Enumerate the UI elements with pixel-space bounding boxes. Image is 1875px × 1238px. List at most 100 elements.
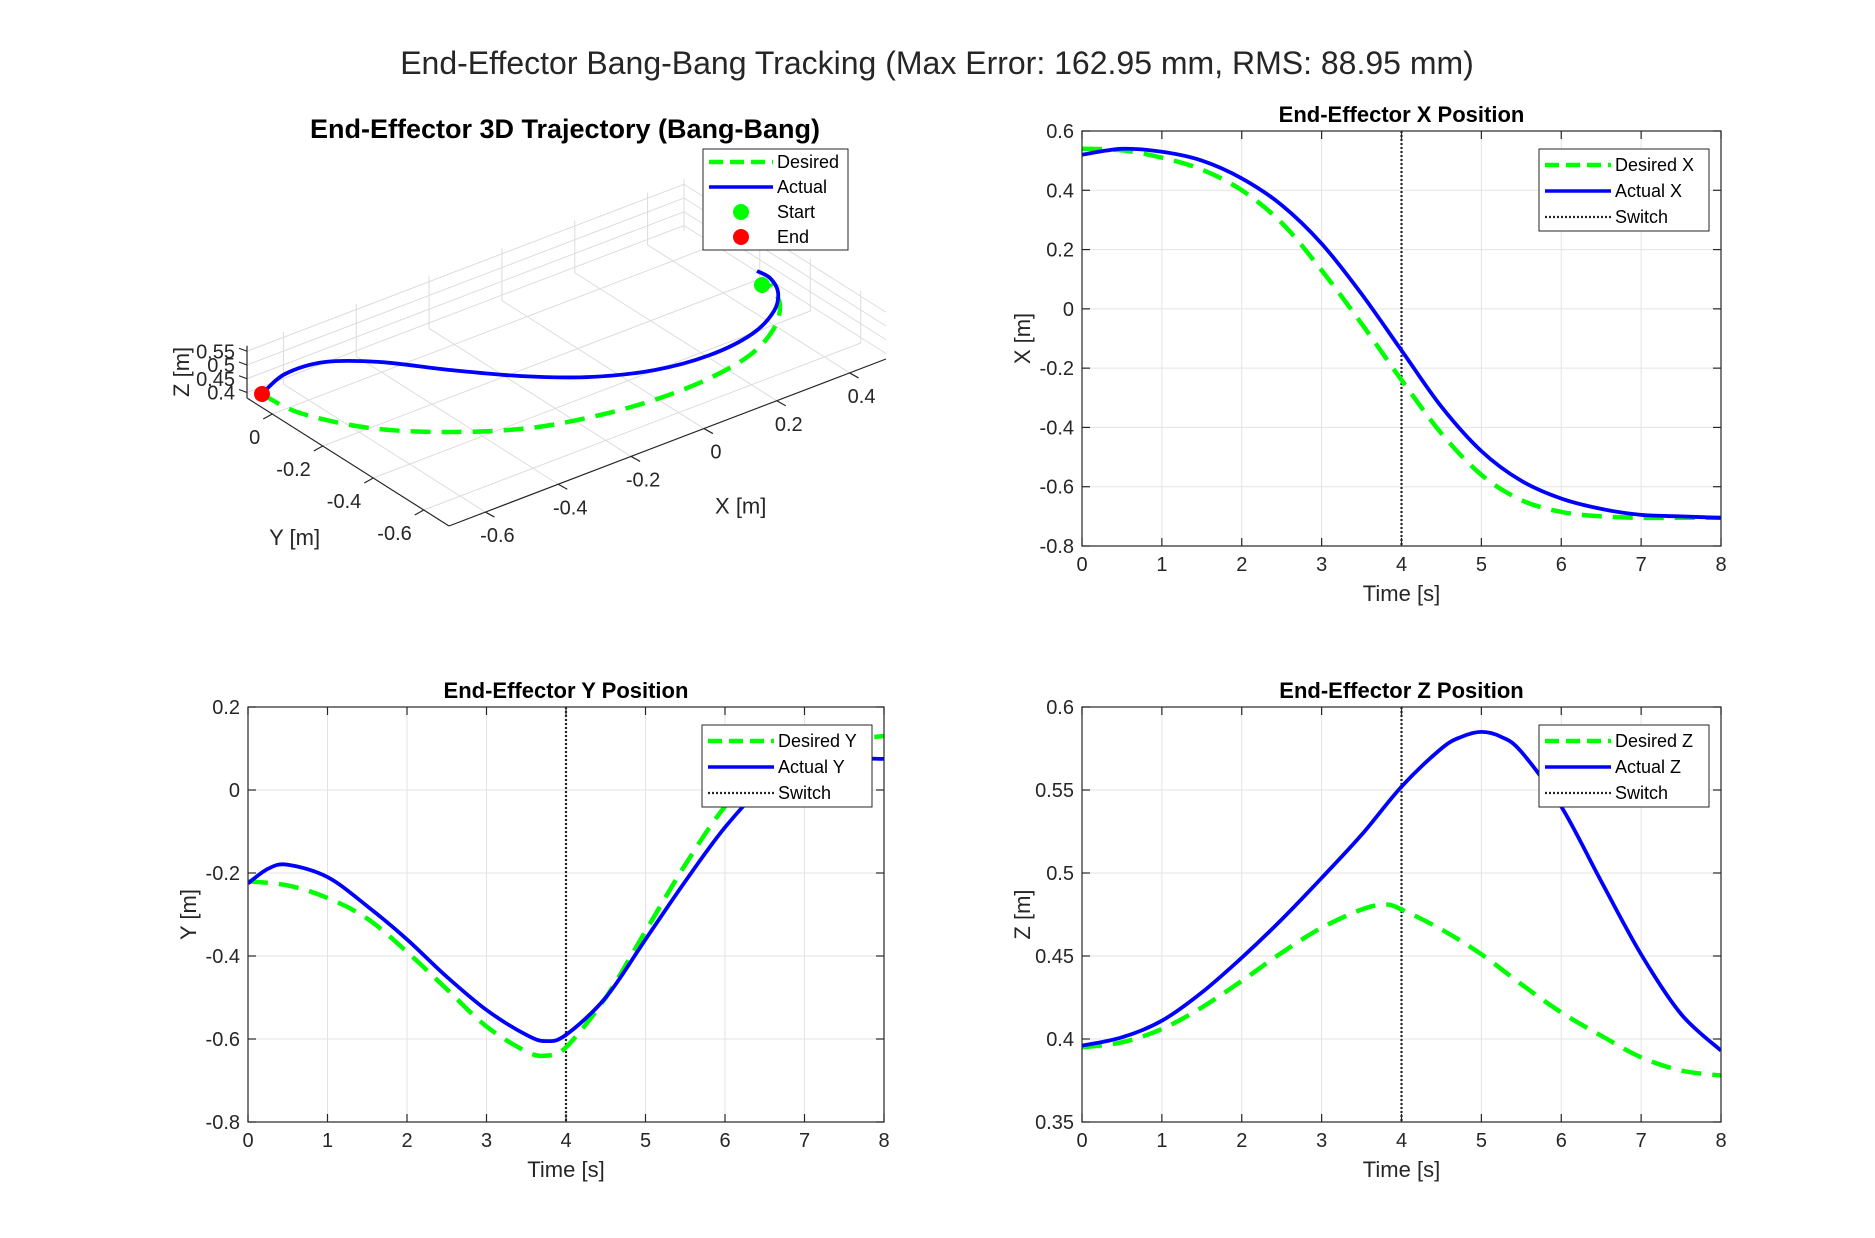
trajectory-3d-axes: -0.6-0.4-0.200.20.40-0.2-0.4-0.60.40.450…	[169, 114, 887, 550]
axes-box	[1081, 130, 1722, 547]
x-tick-label: 4	[560, 1130, 571, 1152]
x-tick-label: -0.2	[626, 469, 660, 491]
legend-box	[702, 148, 849, 251]
x-tick-label: 0	[242, 1130, 253, 1152]
axes-title: End-Effector Y Position	[444, 678, 689, 703]
z-tick-mark	[238, 361, 248, 366]
y-tick-label: 0	[1063, 299, 1074, 321]
x-tick-mark	[630, 455, 641, 462]
x-tick-label: 8	[1715, 554, 1726, 576]
x-tick-label: 6	[1556, 554, 1567, 576]
x-tick-label: 7	[1636, 1130, 1647, 1152]
y-tick-label: -0.2	[206, 863, 240, 885]
y-axis-label: Z [m]	[1010, 889, 1035, 939]
x-tick-label: 7	[799, 1130, 810, 1152]
y-tick-label: 0.55	[1035, 780, 1074, 802]
floor-grid-y	[373, 310, 811, 479]
axes-box	[247, 706, 885, 1123]
z-tick-label: 0.45	[196, 369, 235, 391]
z-tick-mark	[238, 375, 248, 380]
legend-label: Desired Z	[1615, 731, 1693, 751]
series-desired-z	[1082, 902, 1721, 1078]
y-tick-label: -0.8	[206, 1112, 240, 1134]
y-tick-label: 0.2	[1046, 240, 1074, 262]
legend-label: Actual	[777, 177, 827, 197]
legend-label: Actual Z	[1615, 757, 1681, 777]
z-tick-label: 0.4	[207, 383, 235, 405]
axes-title: End-Effector Z Position	[1279, 678, 1523, 703]
x-tick-label: 6	[719, 1130, 730, 1152]
y-tick-label: -0.6	[206, 1029, 240, 1051]
x-tick-label: 1	[1156, 554, 1167, 576]
legend-label: Switch	[1615, 207, 1668, 227]
floor-grid-x	[428, 327, 632, 457]
x-tick-label: 4	[1396, 1130, 1407, 1152]
floor-grid-x	[647, 244, 850, 374]
x-tick-label: 2	[1236, 554, 1247, 576]
y-position-axes: 0 1 2 3 4 5 6 7 8 -0.8 -0.6 -0.4 -0.2 0 0.2 End-Effecto…	[176, 678, 890, 1182]
end-marker	[254, 386, 270, 402]
y-tick-label: 0.35	[1035, 1112, 1074, 1134]
x-axis-label: X [m]	[715, 494, 766, 519]
legend-label: Actual Y	[778, 757, 845, 777]
z-tick-mark	[238, 347, 248, 352]
y-tick-label: -0.4	[1040, 417, 1074, 439]
legend: Desired Y Actual Y Switch	[701, 724, 873, 808]
x-tick-label: 2	[1236, 1130, 1247, 1152]
legend-label: Start	[777, 202, 815, 222]
legend: Desired Z Actual Z Switch	[1538, 724, 1710, 808]
axes-box	[1081, 706, 1722, 1123]
x-tick-label: 3	[481, 1130, 492, 1152]
series-desired-3d	[260, 282, 783, 435]
figure-title: End-Effector Bang-Bang Tracking (Max Err…	[400, 45, 1474, 81]
series-actual-3d	[260, 269, 781, 396]
z-tick-label: 0.55	[196, 341, 235, 363]
series-desired-x	[1082, 146, 1721, 521]
x-tick-label: 0	[710, 442, 721, 464]
y-tick-label: 0.5	[1046, 863, 1074, 885]
x-tick-label: -0.4	[553, 497, 587, 519]
y-axis-label: Y [m]	[176, 889, 201, 940]
floor-grid-x	[574, 272, 778, 402]
y-tick-label: -0.6	[377, 523, 411, 545]
x-tick-label: 3	[1316, 1130, 1327, 1152]
y-tick-label: 0.2	[212, 697, 240, 719]
x-tick-label: 5	[1476, 1130, 1487, 1152]
data-layer	[1082, 131, 1721, 546]
legend: Desired Actual Start End	[702, 148, 849, 251]
y-tick-label: 0.45	[1035, 946, 1074, 968]
legend-box	[701, 724, 873, 808]
legend-label: Switch	[778, 783, 831, 803]
legend-label: Switch	[1615, 783, 1668, 803]
x-tick-label: 0	[1076, 1130, 1087, 1152]
y-tick-label: -0.2	[276, 459, 310, 481]
legend: Desired X Actual X Switch	[1538, 148, 1710, 232]
y-axis-label: Y [m]	[269, 525, 320, 550]
y-tick-mark	[363, 477, 374, 484]
y-tick-label: 0.4	[1046, 180, 1074, 202]
z-axis-label: Z [m]	[169, 347, 194, 397]
y-tick-mark	[313, 445, 324, 452]
start-marker	[754, 277, 770, 293]
data-layer	[1082, 707, 1721, 1122]
x-axis-label: Time [s]	[1363, 581, 1440, 606]
floor-grid-x	[355, 355, 559, 485]
x-tick-label: -0.6	[480, 525, 514, 547]
legend-label: Desired Y	[778, 731, 857, 751]
y-tick-label: -0.4	[327, 491, 361, 513]
axes-title: End-Effector 3D Trajectory (Bang-Bang)	[310, 114, 820, 144]
x-tick-label: 5	[1476, 554, 1487, 576]
y-tick-label: 0	[229, 780, 240, 802]
legend-label: Desired	[777, 152, 839, 172]
legend-label: Desired X	[1615, 155, 1694, 175]
y-tick-label: 0.4	[1046, 1029, 1074, 1051]
x-tick-label: 0.2	[775, 414, 803, 436]
y-tick-mark	[414, 509, 425, 516]
z-position-axes: 0 1 2 3 4 5 6 7 8 0.35 0.4 0.45 0.5 0.55 0.6 End-Effect…	[1010, 678, 1727, 1182]
x-tick-label: 1	[322, 1130, 333, 1152]
x-tick-mark	[849, 372, 859, 379]
x-position-axes: 0 1 2 3 4 5 6 7 8 -0.8 -0.6 -0.4 -0.2 0 0.2 0.4 0.6 End-E…	[1010, 102, 1727, 606]
floor-grid-x	[283, 383, 486, 513]
floor-grid-y	[423, 342, 861, 511]
y-tick-label: -0.4	[206, 946, 240, 968]
